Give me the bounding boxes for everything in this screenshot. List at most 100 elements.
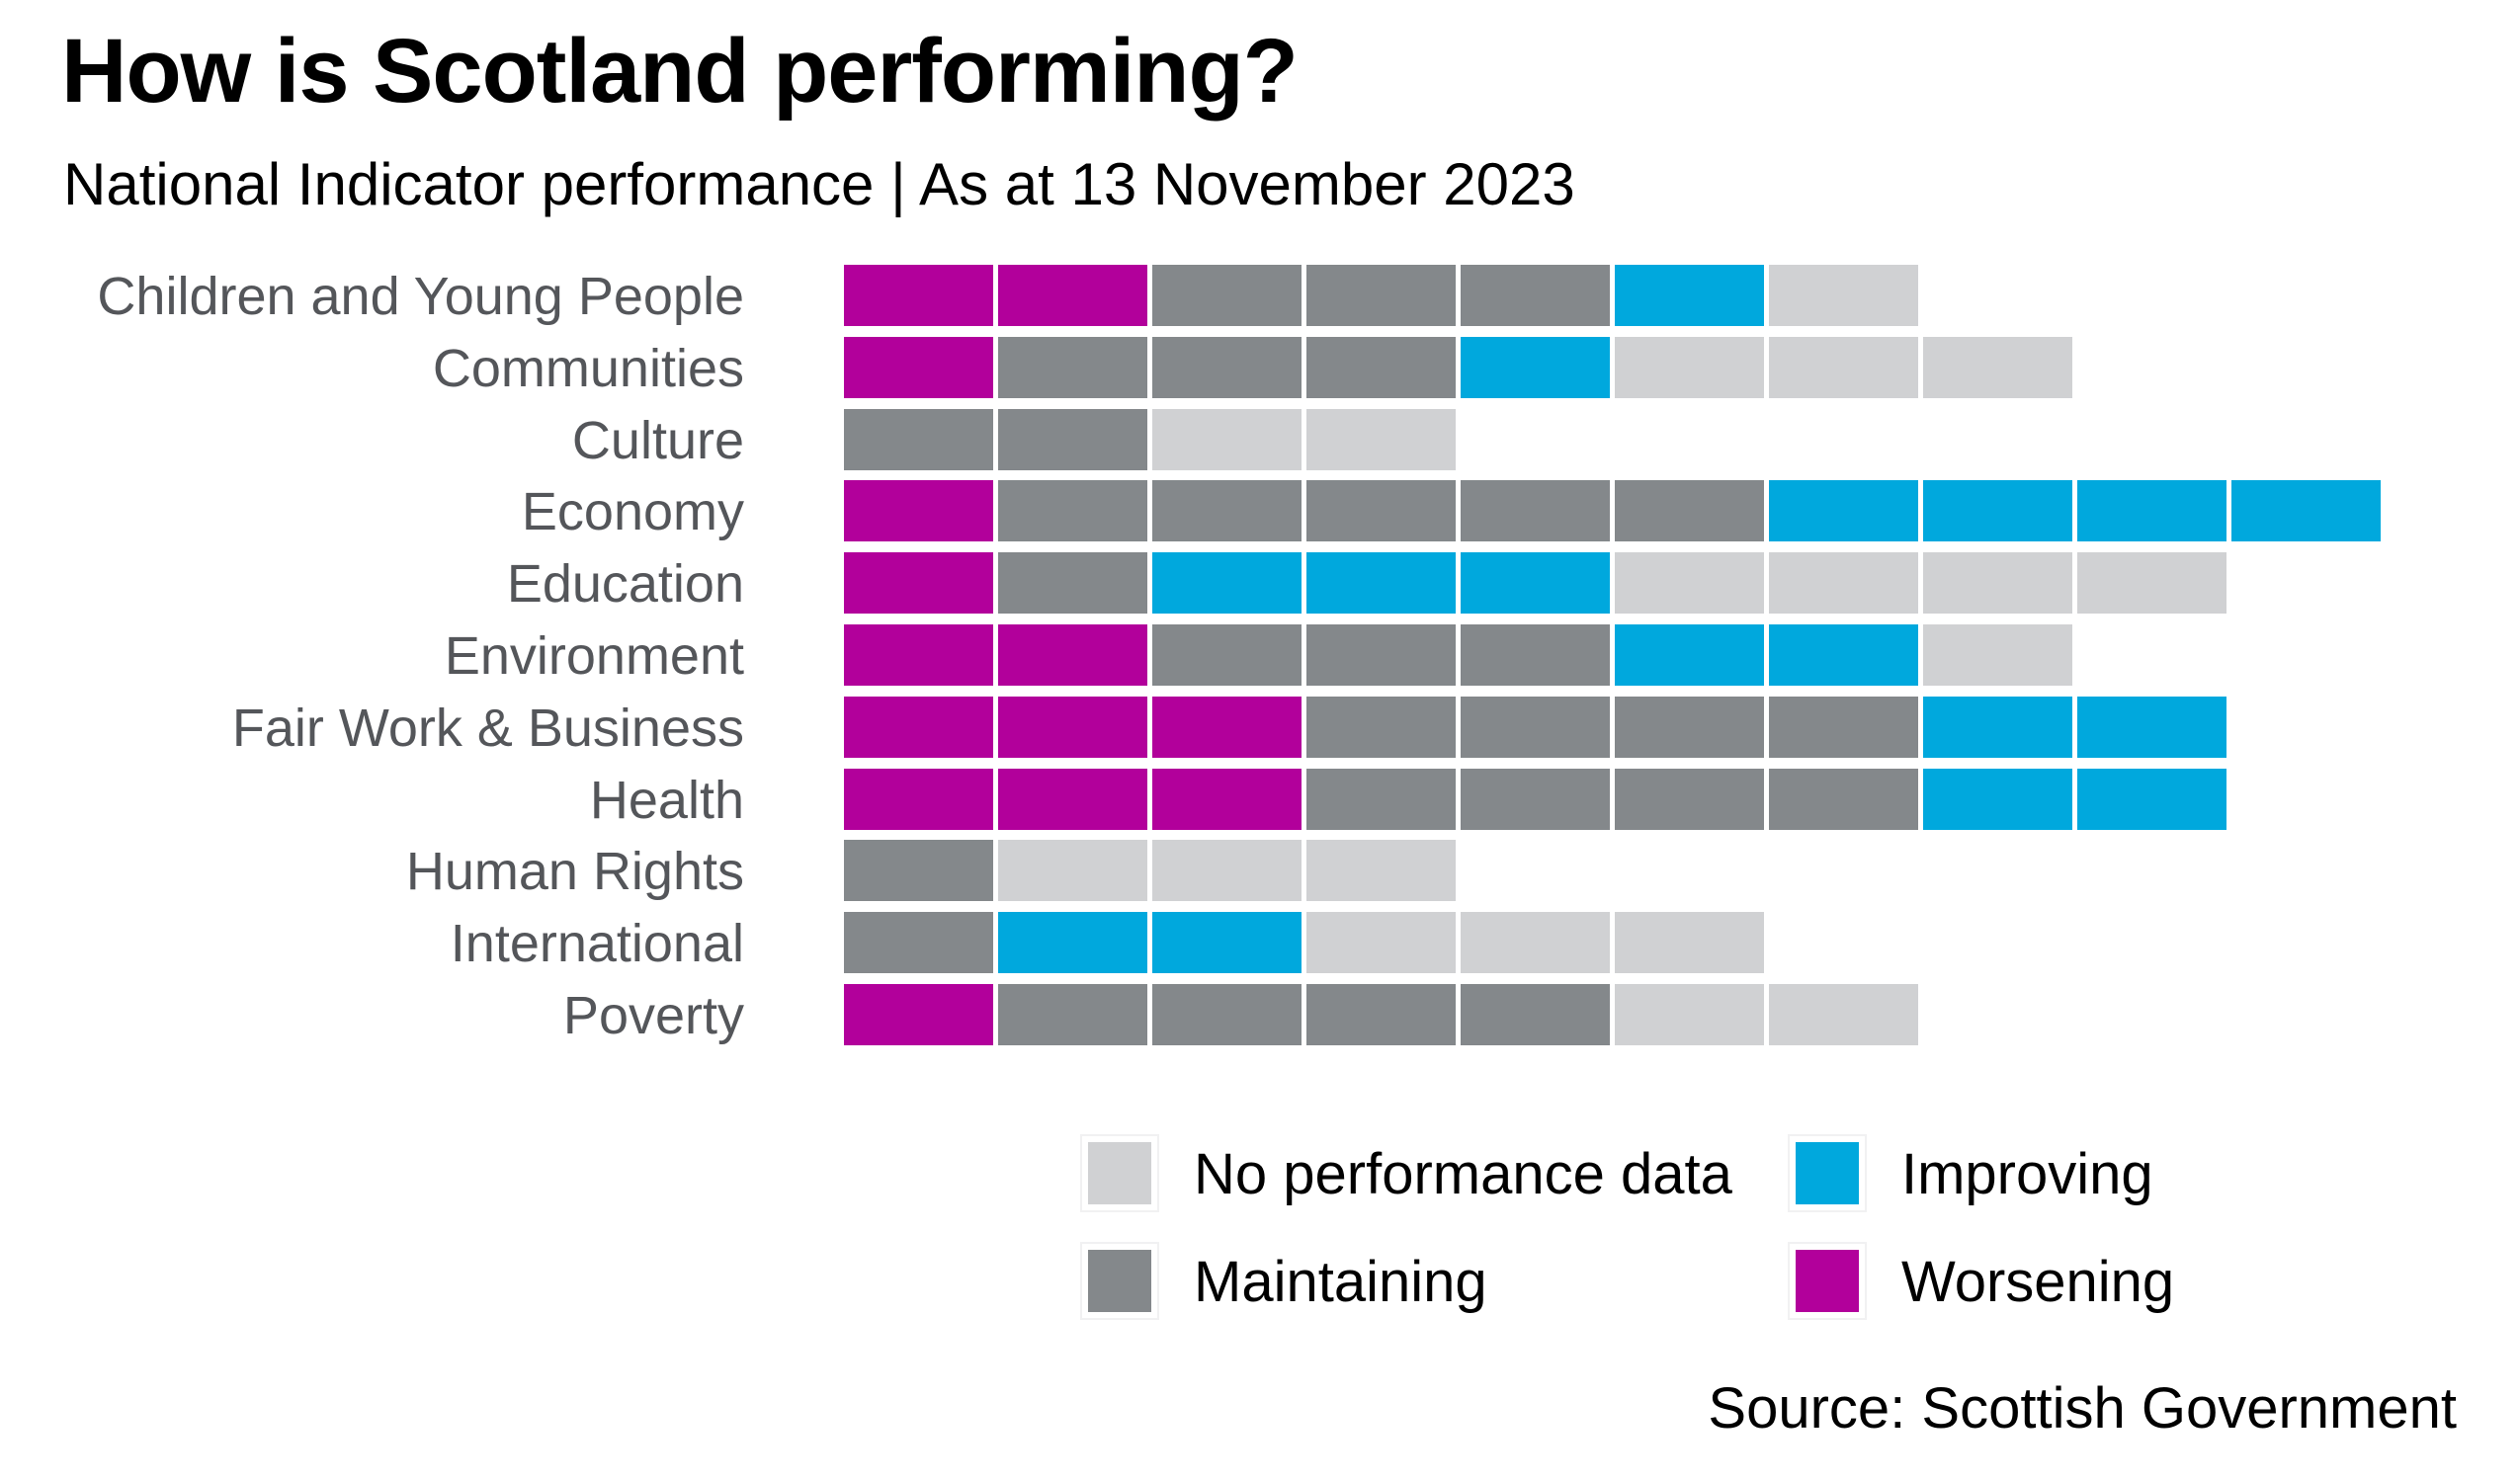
indicator-block-worsening (844, 552, 993, 615)
page-subtitle: National Indicator performance | As at 1… (63, 151, 1575, 217)
legend-label: Worsening (1901, 1250, 2175, 1314)
chart-row: Health (0, 768, 2520, 830)
category-blocks (844, 336, 2077, 398)
indicator-block-maintaining (1152, 984, 1302, 1045)
indicator-block-maintaining (1461, 696, 1610, 758)
indicator-performance-chart: Children and Young People Communities Cult… (0, 265, 2520, 1055)
indicator-block-improving (1769, 480, 1918, 542)
indicator-block-maintaining (1152, 265, 1302, 326)
indicator-block-no_data (1152, 408, 1302, 470)
page-title: How is Scotland performing? (61, 21, 1299, 122)
indicator-block-no_data (1769, 984, 1918, 1045)
category-blocks (844, 480, 2386, 542)
indicator-block-maintaining (1769, 696, 1918, 758)
indicator-block-improving (1923, 696, 2072, 758)
indicator-block-maintaining (1152, 480, 1302, 542)
chart-row: Human Rights (0, 840, 2520, 902)
indicator-block-no_data (1769, 336, 1918, 398)
legend-swatch-maintaining (1088, 1250, 1151, 1312)
indicator-block-no_data (1615, 552, 1764, 615)
category-blocks (844, 552, 2231, 615)
indicator-block-maintaining (1461, 480, 1610, 542)
indicator-block-no_data (1769, 552, 1918, 615)
indicator-block-improving (998, 912, 1147, 974)
indicator-block-worsening (1152, 696, 1302, 758)
indicator-block-worsening (998, 768, 1147, 830)
indicator-block-no_data (1306, 408, 1456, 470)
indicator-block-no_data (1923, 552, 2072, 615)
category-label: Culture (571, 410, 744, 470)
legend-swatch-worsening (1796, 1250, 1859, 1312)
indicator-block-maintaining (1306, 336, 1456, 398)
indicator-block-no_data (1306, 840, 1456, 902)
category-blocks (844, 696, 2231, 758)
category-label: Poverty (562, 986, 744, 1045)
indicator-block-maintaining (1306, 480, 1456, 542)
category-blocks (844, 768, 2231, 830)
chart-row: Poverty (0, 984, 2520, 1045)
category-label: Education (506, 554, 744, 615)
indicator-block-worsening (844, 336, 993, 398)
category-blocks (844, 265, 1923, 326)
indicator-block-maintaining (998, 408, 1147, 470)
indicator-block-no_data (1615, 336, 1764, 398)
indicator-block-maintaining (1152, 624, 1302, 686)
indicator-block-no_data (1615, 984, 1764, 1045)
indicator-block-no_data (1461, 912, 1610, 974)
indicator-block-maintaining (1152, 336, 1302, 398)
indicator-block-maintaining (998, 552, 1147, 615)
indicator-block-no_data (1152, 840, 1302, 902)
indicator-block-maintaining (844, 408, 993, 470)
indicator-block-maintaining (998, 480, 1147, 542)
indicator-block-worsening (844, 624, 993, 686)
indicator-block-improving (1306, 552, 1456, 615)
indicator-block-maintaining (1306, 768, 1456, 830)
indicator-block-maintaining (1306, 624, 1456, 686)
indicator-block-maintaining (844, 840, 993, 902)
indicator-block-worsening (844, 984, 993, 1045)
indicator-block-maintaining (1306, 265, 1456, 326)
category-blocks (844, 912, 1769, 974)
indicator-block-worsening (844, 696, 993, 758)
category-blocks (844, 840, 1461, 902)
indicator-block-no_data (1923, 336, 2072, 398)
indicator-block-improving (1461, 336, 1610, 398)
indicator-block-improving (1152, 552, 1302, 615)
legend-label: Improving (1901, 1142, 2153, 1206)
indicator-block-maintaining (1769, 768, 1918, 830)
legend-swatch-no_data (1088, 1142, 1151, 1204)
indicator-block-improving (2231, 480, 2381, 542)
indicator-block-maintaining (844, 912, 993, 974)
indicator-block-worsening (844, 480, 993, 542)
indicator-block-maintaining (1306, 984, 1456, 1045)
indicator-block-improving (2077, 768, 2226, 830)
indicator-block-improving (1769, 624, 1918, 686)
indicator-block-improving (1615, 624, 1764, 686)
indicator-block-worsening (844, 768, 993, 830)
source-note: Source: Scottish Government (1708, 1376, 2457, 1441)
chart-row: Fair Work & Business (0, 696, 2520, 758)
indicator-block-improving (1923, 768, 2072, 830)
category-blocks (844, 408, 1461, 470)
chart-row: Children and Young People (0, 265, 2520, 326)
category-label: Human Rights (405, 842, 744, 902)
indicator-block-maintaining (1461, 265, 1610, 326)
indicator-block-no_data (998, 840, 1147, 902)
indicator-block-improving (1615, 265, 1764, 326)
indicator-block-maintaining (1461, 624, 1610, 686)
indicator-block-maintaining (1615, 768, 1764, 830)
indicator-block-improving (1461, 552, 1610, 615)
chart-row: International (0, 912, 2520, 974)
indicator-block-maintaining (1461, 984, 1610, 1045)
category-blocks (844, 984, 1923, 1045)
chart-row: Economy (0, 480, 2520, 542)
indicator-block-maintaining (1615, 480, 1764, 542)
indicator-block-no_data (1769, 265, 1918, 326)
indicator-block-worsening (998, 696, 1147, 758)
legend-label: No performance data (1194, 1142, 1732, 1206)
category-label: Economy (521, 482, 744, 542)
indicator-block-improving (2077, 696, 2226, 758)
indicator-block-no_data (1306, 912, 1456, 974)
indicator-block-improving (1152, 912, 1302, 974)
indicator-block-worsening (998, 265, 1147, 326)
